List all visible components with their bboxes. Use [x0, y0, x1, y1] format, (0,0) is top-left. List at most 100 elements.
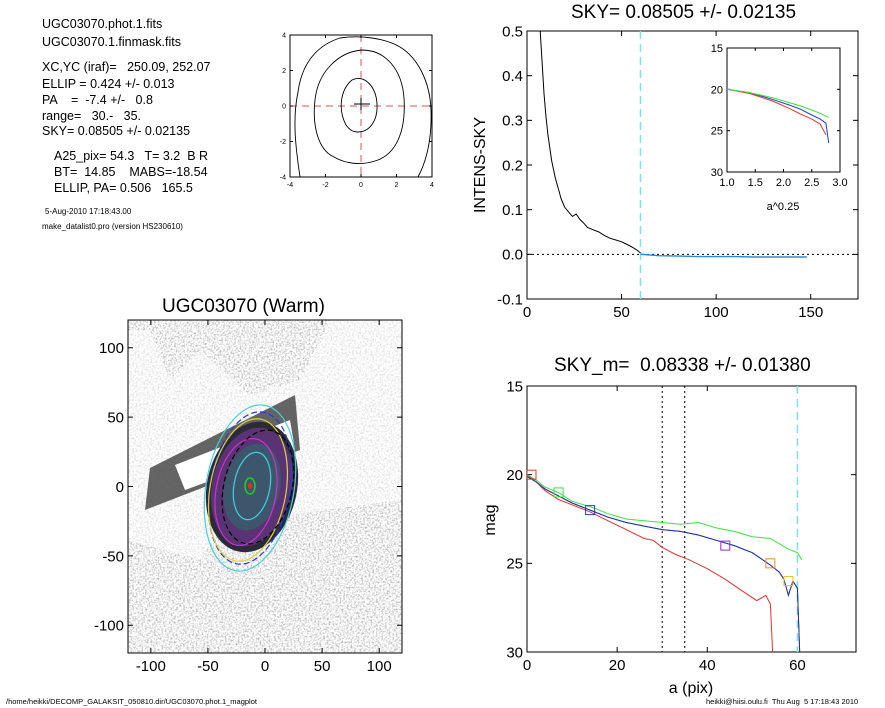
galaxy-image-title: UGC03070 (Warm) [162, 296, 325, 317]
info-line-10: ELLIP, PA= 0.506 165.5 [54, 181, 193, 195]
y-tick-label: 20 [506, 467, 523, 484]
x-tick-label: 50 [613, 304, 630, 321]
x-tick-label: 4 [430, 182, 434, 189]
footer-user-date: heikki@hiisi.oulu.fi Thu Aug 5 17:18:43 … [706, 697, 859, 706]
galaxy-x-ticks: -100 -50 0 50 100 [136, 320, 392, 675]
info-line-9: BT= 14.85 MABS=-18.54 [54, 165, 208, 179]
y-tick-label: 4 [282, 33, 286, 40]
mag-marker [553, 487, 564, 498]
info-line-6: range= 30.- 35. [42, 109, 142, 123]
info-line-1: UGC03070.phot.1.fits [42, 17, 163, 31]
intens-plot-axes: 0 50 100 150 -0.1 0.0 0.1 0.2 0.3 0.4 0.5 [497, 23, 858, 321]
galaxy-nucleus [244, 477, 256, 495]
mag-plot-ylabel: mag [482, 504, 499, 535]
mag-plot-series [527, 386, 803, 652]
isophote-yellow [207, 418, 289, 562]
x-tick-label: 2.0 [776, 177, 791, 189]
x-tick-label: 0 [523, 657, 531, 674]
program-version: make_datalist0.pro (version HS230610) [42, 222, 183, 231]
mag-marker [765, 558, 776, 569]
isophote-black [221, 429, 295, 545]
mag-marker [585, 505, 596, 516]
footer-path: /home/heikki/DECOMP_GALAKSIT_050810.dir/… [6, 697, 257, 706]
x-tick-label: -50 [197, 658, 219, 675]
x-tick-label: 100 [367, 658, 392, 675]
isophote-outer-cyan [203, 404, 297, 572]
mag-marker [783, 576, 794, 587]
x-tick-label: 0 [523, 304, 531, 321]
info-line-4: ELLIP = 0.424 +/- 0.013 [42, 77, 175, 91]
contour-x-ticks: -4 -2 0 2 4 [287, 35, 434, 189]
y-tick-label: 0.1 [502, 202, 523, 219]
y-tick-label: 30 [506, 644, 523, 661]
inset-series-line [726, 88, 827, 136]
intens-plot-series [527, 31, 858, 299]
y-tick-label: 25 [506, 556, 523, 573]
x-tick-label: 1.0 [719, 177, 734, 189]
x-tick-label: 60 [789, 657, 806, 674]
x-tick-label: 40 [699, 657, 716, 674]
mag-plot-xlabel: a (pix) [669, 680, 713, 697]
x-tick-label: 1.5 [748, 177, 763, 189]
y-tick-label: 2 [282, 68, 286, 75]
galaxy-image [128, 320, 402, 653]
info-line-3: XC,YC (iraf)= 250.09, 252.07 [42, 60, 211, 74]
y-tick-label: 30 [711, 167, 723, 179]
x-tick-label: 2 [395, 182, 399, 189]
intens-plot-ylabel: INTENS-SKY [472, 117, 489, 213]
info-line-7: SKY= 0.08505 +/- 0.02135 [42, 124, 191, 138]
x-tick-label: -100 [136, 658, 166, 675]
x-tick-label: 150 [798, 304, 823, 321]
x-tick-label: -2 [322, 182, 328, 189]
isophote-blue [207, 411, 293, 565]
x-tick-label: 20 [609, 657, 626, 674]
intens-plot-title: SKY= 0.08505 +/- 0.02135 [571, 2, 797, 23]
mag-series-blue-overlay [527, 476, 801, 652]
y-tick-label: 25 [711, 126, 723, 138]
y-tick-label: 0 [116, 479, 124, 496]
y-tick-label: 0 [282, 104, 286, 111]
timestamp: 5-Aug-2010 17:18:43.00 [45, 207, 132, 216]
y-tick-label: -100 [94, 618, 124, 635]
inset-series [726, 88, 830, 144]
y-tick-label: -2 [280, 139, 286, 146]
y-tick-label: 0.0 [502, 247, 523, 264]
isophote-inner-cyan [232, 451, 272, 521]
mag-series-red [527, 474, 774, 652]
y-tick-label: 15 [506, 378, 523, 395]
inset-xlabel: a^0.25 [767, 201, 800, 213]
mag-plot-frame [526, 385, 857, 653]
y-tick-label: -50 [102, 548, 124, 565]
x-tick-label: 2.5 [804, 177, 819, 189]
contour-line-middle [313, 49, 405, 164]
x-tick-label: 0 [359, 182, 363, 189]
galaxy-y-ticks: -100 -50 0 50 100 [94, 340, 402, 635]
sky-region-line [640, 253, 807, 258]
inset-frame [726, 47, 841, 173]
inset-axes: 1.0 1.5 2.0 2.5 3.0 15 20 25 30 [711, 43, 848, 189]
mag-plot-title: SKY_m= 0.08338 +/- 0.01380 [554, 355, 811, 376]
y-tick-label: 100 [99, 340, 124, 357]
info-line-8: A25_pix= 54.3 T= 3.2 B R [54, 149, 209, 163]
y-tick-label: 0.5 [502, 23, 523, 40]
x-tick-label: 0 [261, 658, 269, 675]
contour-y-ticks: -4 -2 0 2 4 [280, 33, 432, 182]
inset-series-line [726, 88, 830, 144]
mag-marker [527, 469, 537, 480]
mag-series-green [527, 474, 803, 561]
contour-line-inner [340, 78, 378, 133]
x-tick-label: 100 [704, 304, 729, 321]
y-tick-label: -4 [280, 175, 286, 182]
x-tick-label: -4 [287, 182, 293, 189]
x-tick-label: 50 [314, 658, 331, 675]
info-line-2: UGC03070.1.finmask.fits [42, 35, 181, 49]
mag-marker [720, 540, 731, 551]
y-tick-label: 0.3 [502, 113, 523, 130]
y-tick-label: 0.2 [502, 157, 523, 174]
intens-profile-line [539, 31, 641, 254]
x-tick-label: 3.0 [832, 177, 847, 189]
y-tick-label: 15 [711, 43, 723, 55]
mag-plot-axes: 0 20 40 60 15 20 25 30 [506, 378, 856, 674]
y-tick-label: 0.4 [502, 68, 523, 85]
